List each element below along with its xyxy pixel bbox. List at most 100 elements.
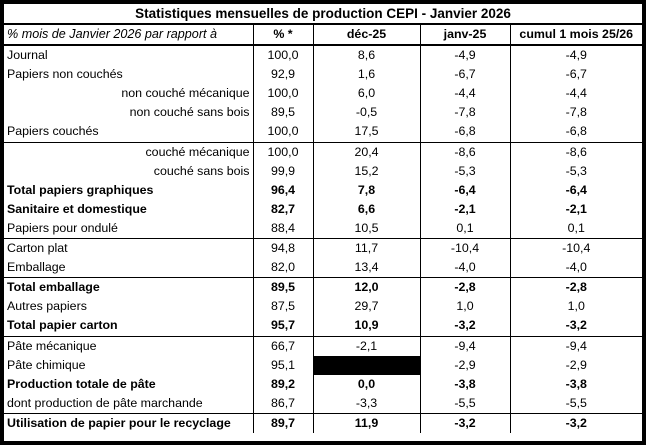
row-label: Journal [4, 45, 254, 66]
cell-value: 6,0 [313, 84, 421, 104]
cell-value: -6,8 [420, 122, 511, 143]
table-row: Production totale de pâte 89,2 0,0 -3,8 -3,8 [4, 374, 642, 394]
cell-value: 89,7 [253, 412, 314, 433]
cell-value: 13,4 [313, 258, 421, 278]
cell-value: -5,3 [420, 161, 511, 181]
row-label: Pâte mécanique [4, 335, 254, 356]
cell-value: 89,5 [253, 103, 314, 123]
cell-value: 11,7 [313, 238, 421, 259]
cell-value: 8,6 [313, 45, 421, 66]
row-label: Emballage [4, 258, 254, 278]
table-row: Total papier carton 95,7 10,9 -3,2 -3,2 [4, 316, 642, 336]
cell-value: 1,6 [313, 65, 421, 85]
table-row: non couché mécanique 100,0 6,0 -4,4 -4,4 [4, 84, 642, 104]
row-label: couché mécanique [4, 141, 254, 162]
cell-value: 66,7 [253, 335, 314, 356]
cell-value: -6,7 [420, 65, 511, 85]
cell-value: -2,9 [420, 355, 511, 375]
row-label: Utilisation de papier pour le recyclage [4, 412, 254, 433]
cell-value: -6,8 [565, 124, 587, 139]
cell-value: 11,9 [313, 412, 421, 433]
header-row: % mois de Janvier 2026 par rapport à % *… [4, 25, 642, 47]
column-header-dec-25: déc-25 [313, 25, 421, 47]
column-header-pct: % * [253, 25, 314, 47]
table-row: Total emballage 89,5 12,0 -2,8 -2,8 [4, 277, 642, 298]
statistics-table: % mois de Janvier 2026 par rapport à % *… [4, 25, 642, 433]
row-label: Pâte chimique [4, 355, 254, 375]
table-row: Utilisation de papier pour le recyclage 8… [4, 412, 642, 433]
cell-value: 82,0 [253, 258, 314, 278]
row-label: Sanitaire et domestique [4, 199, 254, 219]
cell-value: 100,0 [253, 122, 314, 143]
cell-value: -2,1 [313, 335, 421, 356]
row-label: Total papiers graphiques [4, 180, 254, 200]
redacted-cell [313, 355, 421, 375]
cell-value: 0,1 [420, 218, 511, 239]
cell-value: 7,8 [313, 180, 421, 200]
cell-value: -5,5 [420, 393, 511, 414]
cell-value: 95,1 [253, 355, 314, 375]
cell-value: 10,9 [313, 316, 421, 336]
cell-value: -10,4 [510, 238, 642, 259]
cell-value: -2,9 [565, 357, 587, 372]
cell-value: 92,9 [253, 65, 314, 85]
cell-value: -6,7 [565, 67, 587, 82]
cell-value: -2,8 [510, 277, 642, 298]
cell-value: 100,0 [253, 45, 314, 66]
cell-value: -3,3 [313, 393, 421, 414]
cell-value: 1,0 [420, 297, 511, 317]
cell-value: 15,2 [313, 161, 421, 181]
row-label: Papiers pour ondulé [4, 218, 254, 239]
row-label: Production totale de pâte [4, 374, 254, 394]
cell-value: -0,5 [313, 103, 421, 123]
row-label: Total emballage [4, 277, 254, 298]
table-row: couché sans bois 99,9 15,2 -5,3 -5,3 [4, 161, 642, 181]
table-row: Carton plat 94,8 11,7 -10,4 -10,4 [4, 238, 642, 259]
table-title: Statistiques mensuelles de production CE… [4, 4, 642, 25]
cell-value: -8,6 [420, 141, 511, 162]
cell-value: -9,4 [510, 335, 642, 356]
row-label: dont production de pâte marchande [4, 393, 254, 414]
table-row: Emballage 82,0 13,4 -4,0 -4,0 [4, 258, 642, 278]
cell-value: -7,8 [565, 105, 587, 120]
cell-value: 17,5 [313, 122, 421, 143]
cell-value: 1,0 [567, 299, 585, 314]
cell-value: -4,0 [565, 260, 587, 275]
cell-value: -5,5 [565, 395, 587, 410]
cell-value: 87,5 [253, 297, 314, 317]
table-row: Papiers pour ondulé 88,4 10,5 0,1 0,1 [4, 218, 642, 239]
cell-value: 82,7 [253, 199, 314, 219]
cell-value: -3,2 [420, 412, 511, 433]
cell-value: 12,0 [313, 277, 421, 298]
cell-value: -2,1 [565, 201, 587, 216]
column-header-cumul: cumul 1 mois 25/26 [510, 25, 642, 47]
table-row: Papiers couchés 100,0 17,5 -6,8 -6,8 [4, 122, 642, 143]
row-label: couché sans bois [4, 161, 254, 181]
table-row: Pâte mécanique 66,7 -2,1 -9,4 -9,4 [4, 335, 642, 356]
table-row: dont production de pâte marchande 86,7 -3,… [4, 393, 642, 414]
cell-value: -4,4 [420, 84, 511, 104]
cell-value: 86,7 [253, 393, 314, 414]
cell-value: 10,5 [313, 218, 421, 239]
cell-value: -4,4 [565, 86, 587, 101]
cell-value: 89,5 [253, 277, 314, 298]
cell-value: -7,8 [420, 103, 511, 123]
cell-value: -2,8 [420, 277, 511, 298]
cell-value: 100,0 [253, 141, 314, 162]
cell-value: -9,4 [420, 335, 511, 356]
cell-value: -2,1 [420, 199, 511, 219]
row-label: Autres papiers [4, 297, 254, 317]
cell-value: 0,0 [313, 374, 421, 394]
cell-value: -3,8 [565, 376, 587, 391]
cell-value: -4,9 [420, 45, 511, 66]
cell-value: -3,2 [565, 318, 587, 333]
cell-value: 94,8 [253, 238, 314, 259]
cell-value: -3,8 [420, 374, 511, 394]
cell-value: -6,4 [565, 182, 587, 197]
cell-value: -4,9 [565, 48, 587, 63]
row-label: Total papier carton [4, 316, 254, 336]
cell-value: 99,9 [253, 161, 314, 181]
cell-value: -8,6 [510, 141, 642, 162]
table-row: couché mécanique 100,0 20,4 -8,6 -8,6 [4, 141, 642, 162]
